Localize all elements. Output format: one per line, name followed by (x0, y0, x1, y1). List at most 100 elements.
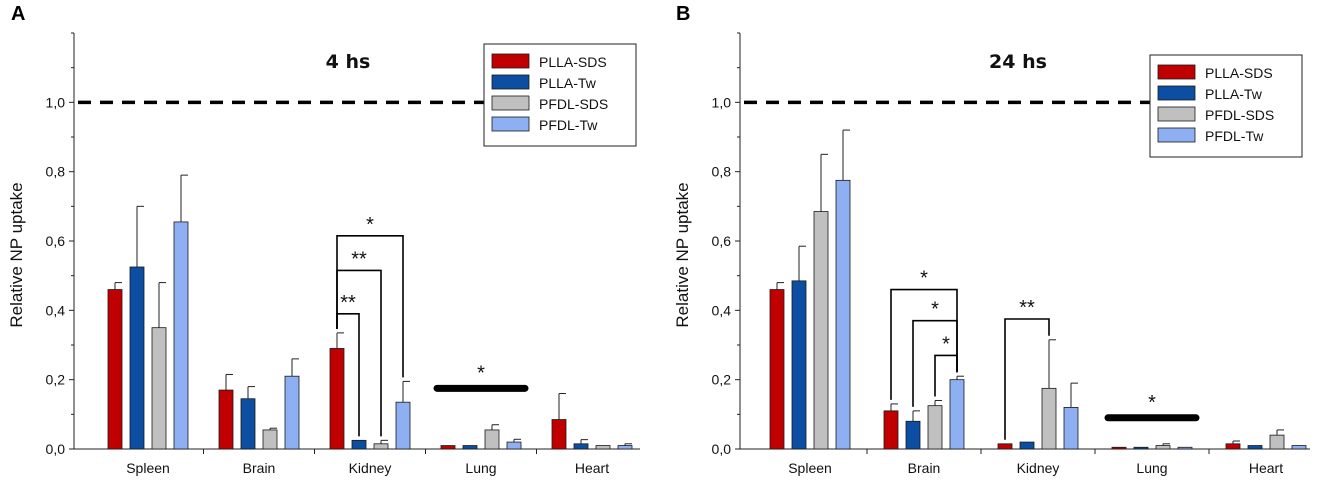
legend-swatch-plla-tw (1157, 85, 1196, 101)
bar-plla-tw-spleen (791, 280, 807, 450)
y-tick-label: 1,0 (712, 94, 732, 110)
significance-stars: ** (1019, 297, 1035, 319)
legend-swatch-pfdl-sds (491, 95, 530, 111)
panel-a: A 4 hs 0,0 0,2 0,4 0,6 0,8 1,0 Relative NP uptak… (7, 3, 640, 476)
legend-swatch-pfdl-sds (1157, 106, 1196, 122)
y-tick-label: 0,6 (712, 233, 732, 249)
x-tick-label-kidney: Kidney (349, 460, 392, 476)
bar-plla-tw-brain (905, 420, 921, 450)
bar-pfdl-sds-heart (595, 445, 611, 450)
chart-title: 4 hs (326, 51, 371, 73)
x-tick-label-spleen: Spleen (126, 460, 170, 476)
significance-bracket (1004, 318, 1050, 440)
bar-pfdl-tw-spleen (173, 221, 189, 450)
significance-bracket (934, 354, 958, 397)
y-tick-label: 0,8 (712, 164, 732, 180)
legend-swatch-plla-tw (491, 74, 530, 90)
x-tick-label-brain: Brain (243, 460, 276, 476)
bar-pfdl-tw-brain (284, 375, 300, 450)
bar-pfdl-tw-kidney (1063, 406, 1079, 450)
legend-label-pfdl-sds: PFDL-SDS (1205, 107, 1274, 123)
bar-pfdl-tw-spleen (835, 179, 851, 450)
legend-swatch-pfdl-tw (1157, 127, 1196, 143)
significance-bracket (336, 313, 360, 437)
legend-label-pfdl-sds: PFDL-SDS (539, 96, 608, 112)
significance-stars: * (1148, 392, 1156, 414)
bar-pfdl-sds-brain (262, 429, 278, 450)
bar-plla-tw-spleen (129, 266, 145, 450)
significance-stars: * (366, 214, 374, 236)
bar-pfdl-sds-spleen (813, 211, 829, 450)
legend-label-plla-tw: PLLA-Tw (1205, 86, 1263, 102)
y-axis-label: Relative NP uptake (673, 182, 692, 327)
bar-plla-tw-lung (462, 445, 478, 450)
legend-swatch-plla-sds (491, 53, 530, 69)
significance-stars: * (477, 362, 485, 384)
legend-swatch-plla-sds (1157, 64, 1196, 80)
y-tick-label: 0,6 (46, 233, 66, 249)
bar-pfdl-tw-heart (1291, 445, 1307, 450)
legend-label-plla-tw: PLLA-Tw (539, 75, 597, 91)
bar-plla-sds-kidney (997, 443, 1013, 450)
bar-plla-tw-lung (1133, 446, 1149, 450)
significance-stars: ** (340, 292, 356, 314)
bar-pfdl-sds-lung (1155, 445, 1171, 450)
y-tick-label: 0,8 (46, 164, 66, 180)
significance-stars: * (931, 299, 939, 321)
bar-plla-sds-spleen (769, 289, 785, 450)
y-axis-label: Relative NP uptake (7, 182, 26, 327)
bar-plla-sds-lung (1111, 446, 1127, 450)
y-tick-label: 0,0 (46, 441, 66, 457)
bar-plla-tw-brain (240, 398, 256, 450)
bar-plla-tw-kidney (351, 439, 367, 450)
bar-plla-sds-spleen (107, 289, 123, 450)
significance-bracket (336, 269, 382, 437)
bar-pfdl-sds-kidney (1041, 387, 1057, 450)
legend-swatch-pfdl-tw (491, 116, 530, 132)
x-tick-label-kidney: Kidney (1017, 460, 1060, 476)
x-tick-label-lung: Lung (465, 460, 496, 476)
bar-plla-sds-brain (883, 410, 899, 450)
bar-pfdl-tw-heart (617, 445, 633, 450)
panel-label: B (676, 3, 690, 25)
x-tick-label-lung: Lung (1136, 460, 1167, 476)
bar-pfdl-tw-lung (506, 441, 522, 450)
significance-bracket (912, 319, 958, 407)
bar-pfdl-sds-kidney (373, 443, 389, 450)
bar-plla-tw-heart (1247, 445, 1263, 450)
y-tick-label: 0,4 (46, 302, 66, 318)
y-tick-label: 1,0 (46, 94, 66, 110)
y-tick-label: 0,0 (712, 441, 732, 457)
bar-plla-sds-lung (440, 445, 456, 450)
bar-plla-sds-heart (551, 419, 567, 450)
y-tick-label: 0,2 (46, 372, 66, 388)
x-tick-label-heart: Heart (1249, 460, 1283, 476)
bar-pfdl-tw-brain (949, 379, 965, 450)
legend-label-pfdl-tw: PFDL-Tw (539, 117, 598, 133)
bar-pfdl-tw-lung (1177, 446, 1193, 450)
panel-label: A (11, 3, 25, 25)
legend-label-plla-sds: PLLA-SDS (1205, 65, 1273, 81)
x-tick-label-spleen: Spleen (788, 460, 832, 476)
significance-stars: ** (351, 248, 367, 270)
legend-label-pfdl-tw: PFDL-Tw (1205, 128, 1264, 144)
legend-label-plla-sds: PLLA-SDS (539, 54, 607, 70)
bar-plla-tw-kidney (1019, 441, 1035, 450)
bar-plla-sds-heart (1225, 443, 1241, 450)
y-tick-label: 0,2 (712, 372, 732, 388)
bar-pfdl-sds-spleen (151, 327, 167, 450)
bar-pfdl-sds-heart (1269, 434, 1285, 450)
significance-stars: * (920, 268, 928, 290)
x-tick-label-heart: Heart (575, 460, 609, 476)
bar-pfdl-sds-brain (927, 405, 943, 450)
bar-plla-sds-brain (218, 389, 234, 450)
bar-plla-sds-kidney (329, 348, 345, 450)
bar-pfdl-tw-kidney (395, 401, 411, 450)
chart-title: 24 hs (989, 51, 1047, 73)
y-tick-label: 0,4 (712, 302, 732, 318)
panel-b: B 24 hs 0,0 0,2 0,4 0,6 0,8 1,0 Relative NP upta… (673, 3, 1310, 476)
x-tick-label-brain: Brain (908, 460, 941, 476)
bar-plla-tw-heart (573, 443, 589, 450)
bar-pfdl-sds-lung (484, 429, 500, 450)
